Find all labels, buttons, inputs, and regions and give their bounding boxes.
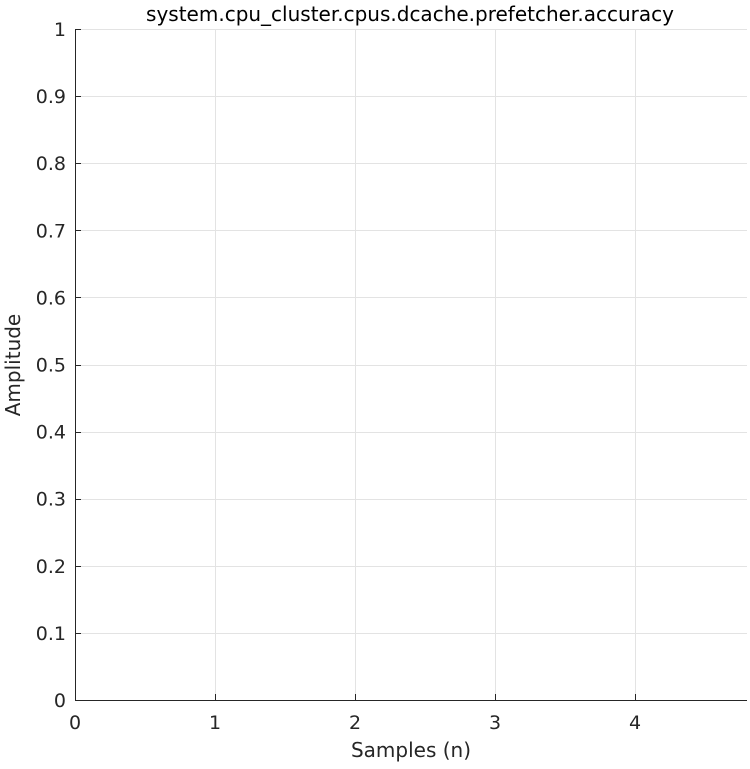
y-axis-title: Amplitude — [1, 314, 25, 417]
grid — [75, 29, 747, 700]
y-tick-label: 1 — [54, 19, 66, 41]
x-tick-label: 3 — [489, 712, 501, 734]
x-tick-label: 0 — [69, 712, 81, 734]
y-tick-label: 0.8 — [36, 153, 66, 175]
x-tick-label: 1 — [209, 712, 221, 734]
y-tick-label: 0.7 — [36, 220, 66, 242]
ticks: 0 1 2 3 4 0 0.1 0.2 0.3 0.4 0.5 0.6 0.7 0.8 0.9 1 — [36, 19, 641, 734]
axes — [75, 29, 747, 701]
x-tick-label: 4 — [629, 712, 641, 734]
x-axis-title: Samples (n) — [351, 738, 471, 762]
y-tick-label: 0.3 — [36, 489, 66, 511]
y-tick-label: 0.4 — [36, 422, 66, 444]
y-tick-label: 0 — [54, 690, 66, 712]
y-tick-label: 0.1 — [36, 623, 66, 645]
y-tick-label: 0.9 — [36, 86, 66, 108]
chart-title: system.cpu_cluster.cpus.dcache.prefetche… — [146, 2, 674, 26]
y-tick-label: 0.2 — [36, 556, 66, 578]
x-tick-label: 2 — [349, 712, 361, 734]
y-tick-label: 0.6 — [36, 287, 66, 309]
y-tick-label: 0.5 — [36, 355, 66, 377]
